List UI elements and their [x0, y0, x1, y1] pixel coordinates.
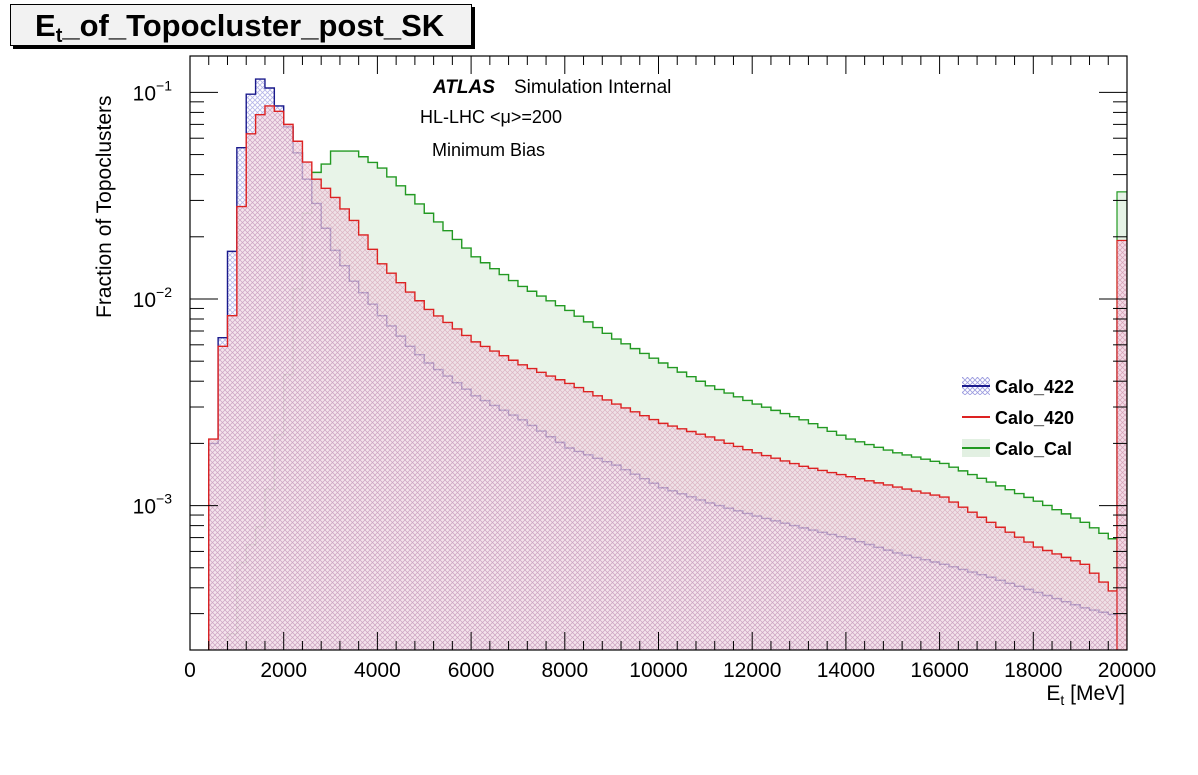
chart-title-box: Et_of_Topocluster_post_SK	[10, 4, 472, 47]
x-tick-label: 20000	[1098, 659, 1156, 682]
atlas-label: ATLAS	[432, 77, 495, 98]
series-line-calo-420	[208, 105, 1127, 650]
x-axis-label-sub: t	[1060, 692, 1064, 708]
x-tick-label: 0	[184, 659, 196, 682]
simulation-label: Simulation Internal	[514, 77, 671, 98]
axis-layer: 0 2000 4000 6000 8000 10000 12000 14000 16000 180…	[133, 55, 1156, 682]
x-tick-label: 14000	[817, 659, 875, 682]
legend-label-calo-cal: Calo_Cal	[995, 439, 1072, 459]
x-tick-label: 18000	[1004, 659, 1062, 682]
title-rest: _of_Topocluster_post_SK	[62, 8, 445, 43]
x-tick-label: 2000	[260, 659, 307, 682]
y-tick-label: 10−3	[133, 491, 173, 519]
x-tick-label: 8000	[541, 659, 588, 682]
series-layer	[208, 78, 1127, 650]
title-sub: t	[55, 25, 63, 47]
y-axis-label: Fraction of Topoclusters	[93, 95, 116, 318]
title-main: E	[35, 8, 56, 43]
x-tick-label: 6000	[448, 659, 495, 682]
legend-label-calo-420: Calo_420	[995, 408, 1074, 428]
x-tick-label: 12000	[723, 659, 781, 682]
y-tick-label: 10−2	[133, 284, 173, 312]
x-axis-label-rest: [MeV]	[1064, 682, 1125, 705]
series-line-calo-cal	[226, 150, 1127, 650]
overflow-bin-calo-420	[1116, 239, 1127, 650]
x-axis-label-main: E	[1046, 682, 1060, 705]
minimum-bias-label: Minimum Bias	[432, 140, 545, 160]
series-area-calo-420	[208, 105, 1127, 650]
x-tick-label: 4000	[354, 659, 401, 682]
x-tick-label: 16000	[910, 659, 968, 682]
legend: Calo_422 Calo_420 Calo_Cal	[962, 377, 1074, 459]
x-axis-label: Et [MeV]	[1046, 682, 1125, 708]
legend-label-calo-422: Calo_422	[995, 377, 1074, 397]
x-tick-label: 10000	[629, 659, 687, 682]
lhc-label: HL-LHC <μ>=200	[420, 107, 562, 127]
y-tick-label: 10−1	[133, 77, 173, 105]
